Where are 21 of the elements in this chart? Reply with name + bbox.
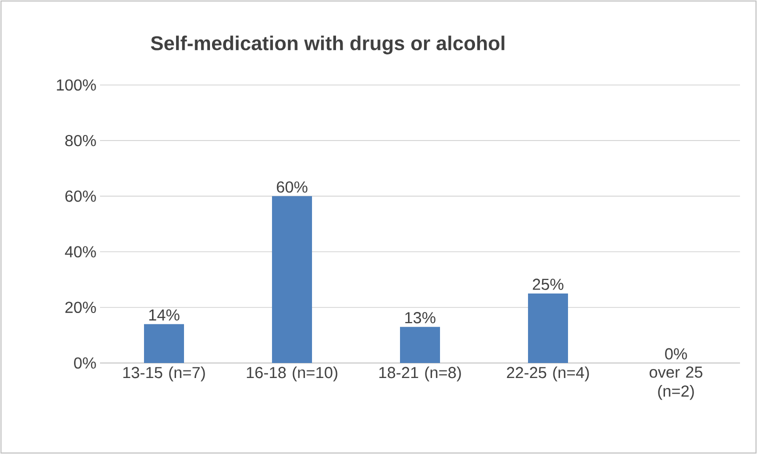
chart-title: Self-medication with drugs or alcohol <box>150 36 504 54</box>
y-tick-label: 100% <box>56 79 96 91</box>
x-tick-label: over 25 (n=2) <box>650 366 702 400</box>
data-label: 25% <box>532 278 564 290</box>
y-tick-label: 0% <box>74 357 96 369</box>
x-tick-label: 16-18 (n=10) <box>246 366 338 382</box>
x-tick-label: 18-21 (n=8) <box>379 366 461 382</box>
x-tick-label: 13-15 (n=7) <box>123 366 205 382</box>
data-label: 14% <box>149 309 180 321</box>
bar <box>144 324 184 363</box>
y-tick-label: 60% <box>65 190 96 202</box>
y-tick-label: 20% <box>65 302 96 314</box>
data-label: 0% <box>665 348 687 360</box>
data-label: 13% <box>405 312 436 324</box>
bar <box>528 293 568 363</box>
x-tick-label: 22-25 (n=4) <box>506 366 589 382</box>
y-tick-label: 80% <box>65 134 96 146</box>
bar <box>272 196 312 363</box>
y-tick-label: 40% <box>64 246 96 258</box>
bar <box>400 326 440 363</box>
data-label: 60% <box>276 181 308 193</box>
